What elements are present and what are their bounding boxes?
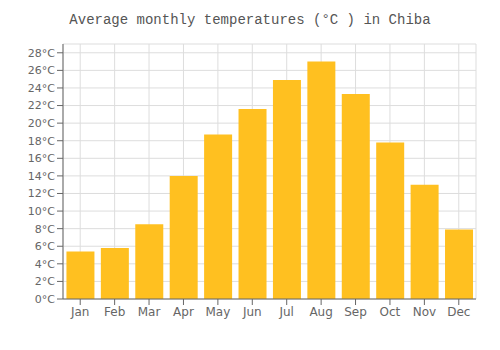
svg-text:14°C: 14°C: [28, 170, 55, 183]
svg-text:0°C: 0°C: [35, 293, 55, 306]
svg-text:18°C: 18°C: [28, 135, 55, 148]
svg-text:Dec: Dec: [447, 305, 470, 319]
svg-text:Mar: Mar: [138, 305, 161, 319]
svg-text:6°C: 6°C: [35, 240, 55, 253]
svg-text:Aug: Aug: [309, 305, 332, 319]
svg-text:12°C: 12°C: [28, 187, 55, 200]
svg-text:24°C: 24°C: [28, 82, 55, 95]
svg-text:Jan: Jan: [70, 305, 90, 319]
svg-text:10°C: 10°C: [28, 205, 55, 218]
svg-text:Feb: Feb: [104, 305, 125, 319]
svg-text:Apr: Apr: [173, 305, 194, 319]
svg-text:Nov: Nov: [413, 305, 436, 319]
svg-text:28°C: 28°C: [28, 47, 55, 60]
svg-text:Jul: Jul: [278, 305, 293, 319]
html-text:Average monthly temperatures (: Average monthly temperatures (°C ) in Ch…: [69, 12, 431, 28]
svg-text:26°C: 26°C: [28, 64, 55, 77]
svg-text:22°C: 22°C: [28, 99, 55, 112]
svg-text:Jun: Jun: [242, 305, 262, 319]
svg-text:Sep: Sep: [344, 305, 367, 319]
svg-text:8°C: 8°C: [35, 223, 55, 236]
svg-text:Oct: Oct: [380, 305, 401, 319]
svg-text:4°C: 4°C: [35, 258, 55, 271]
svg-text:20°C: 20°C: [28, 117, 55, 130]
svg-text:May: May: [205, 305, 230, 319]
svg-text:2°C: 2°C: [35, 275, 55, 288]
svg-text:16°C: 16°C: [28, 152, 55, 165]
